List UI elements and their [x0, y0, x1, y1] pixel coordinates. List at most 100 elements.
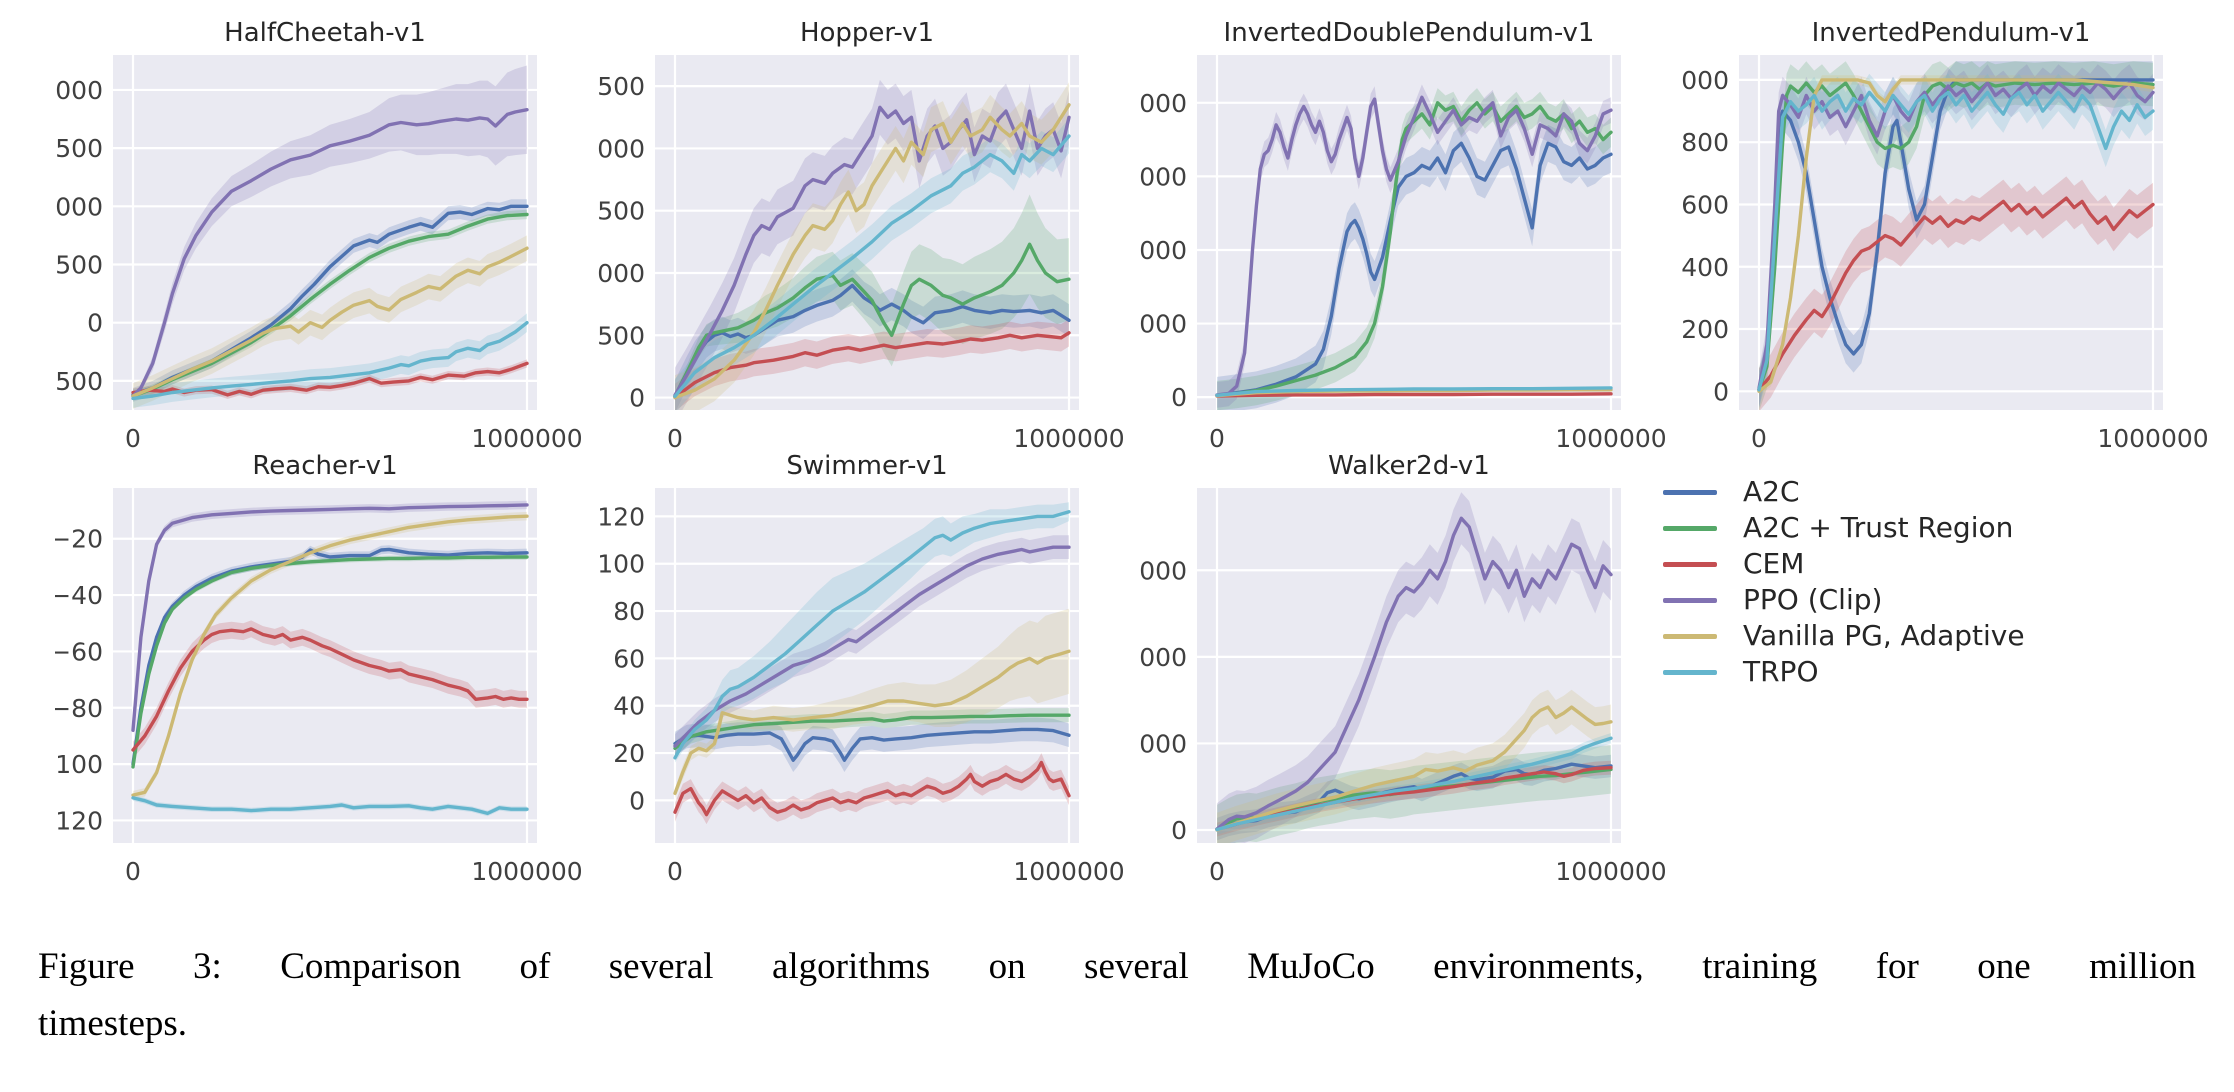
series-line-vanilla-pg-adaptive	[131, 514, 529, 797]
legend-item-a2c: A2C	[1663, 474, 2025, 510]
y-tick-label: 500	[55, 251, 103, 280]
y-tick-label: 80	[613, 597, 645, 626]
legend-item-ppo-clip: PPO (Clip)	[1663, 582, 2025, 618]
y-tick-label: 500	[597, 321, 645, 350]
x-tick-label: 1000000	[1013, 424, 1124, 453]
legend-item-a2c-trust-region: A2C + Trust Region	[1663, 510, 2025, 546]
series-line-trpo	[673, 510, 1071, 760]
series-band-ppo-clip	[675, 79, 1069, 410]
legend: A2C A2C + Trust Region CEM PPO (Clip) Vanill…	[1663, 474, 2025, 690]
series-line-trpo	[1757, 90, 2155, 392]
panel-swimmer-v1: Swimmer-v1 0 20 40 60 80 100 120 0 1000000	[597, 448, 1142, 893]
series-line-cem	[1757, 196, 2155, 392]
panel-title: Hopper-v1	[800, 18, 934, 48]
y-tick-label: 1000	[1681, 66, 1729, 95]
axes-background	[113, 488, 537, 843]
y-tick-label: 6000	[1139, 162, 1187, 191]
series-band-trpo	[1759, 73, 2153, 409]
y-tick-label: 0	[1171, 816, 1187, 845]
series-line-trpo	[131, 796, 529, 816]
y-tick-label: 0	[1713, 377, 1729, 406]
y-tick-label: 0	[629, 384, 645, 413]
y-tick-label: −500	[55, 367, 103, 396]
chart-walker2d-v1: Walker2d-v1 0 1000 2000 3000 0 1000000	[1139, 451, 1667, 886]
series-line-vanilla-pg-adaptive	[673, 649, 1071, 795]
series-line-a2c-trust-region	[1215, 101, 1613, 398]
series-line-a2c	[673, 727, 1071, 762]
y-tick-label: 2000	[597, 134, 645, 163]
series-line-trpo	[673, 134, 1071, 398]
x-tick-label: 1000000	[1555, 857, 1666, 886]
series-band-a2c	[675, 269, 1069, 410]
x-tick-label: 1000000	[1013, 857, 1124, 886]
series-line-a2c-trust-region	[673, 713, 1071, 750]
panel-walker2d-v1: Walker2d-v1 0 1000 2000 3000 0 1000000	[1139, 448, 1684, 893]
caption-line-2: timesteps.	[38, 1003, 188, 1045]
x-tick-label: 0	[125, 424, 141, 453]
caption-line-1: Figure 3: Comparison of several algorith…	[38, 946, 2196, 987]
chart-inverteddoublependulum-v1: InvertedDoublePendulum-v1 0 2000 4000 6000 80…	[1139, 18, 1667, 453]
panel-title: Reacher-v1	[252, 451, 397, 481]
figure-caption: Figure 3: Comparison of several algorith…	[38, 938, 2196, 1053]
series-line-cem	[131, 627, 529, 752]
y-tick-label: 800	[1681, 128, 1729, 157]
y-tick-label: 20	[613, 739, 645, 768]
y-tick-label: 1000	[597, 259, 645, 288]
series-line-ppo-clip	[1215, 95, 1613, 397]
panel-title: HalfCheetah-v1	[224, 18, 426, 48]
legend-item-cem: CEM	[1663, 546, 2025, 582]
x-tick-label: 1000000	[1555, 424, 1666, 453]
x-tick-label: 0	[1751, 424, 1767, 453]
panel-title: Walker2d-v1	[1328, 451, 1490, 481]
y-tick-label: 1000	[1139, 729, 1187, 758]
series-band-a2c	[1217, 124, 1611, 410]
y-tick-label: 0	[87, 309, 103, 338]
y-tick-label: 1000	[55, 192, 103, 221]
legend-swatch-cem	[1663, 561, 1717, 567]
legend-swatch-a2c	[1663, 489, 1717, 495]
series-band-cem	[1759, 176, 2153, 410]
series-line-vanilla-pg-adaptive	[1215, 705, 1613, 832]
series-band-a2c-trust-region	[675, 194, 1069, 400]
series-line-trpo	[131, 321, 529, 401]
series-line-a2c	[131, 547, 529, 766]
series-band-trpo	[133, 313, 527, 408]
y-tick-label: 60	[613, 644, 645, 673]
series-line-cem	[673, 331, 1071, 400]
series-line-ppo-clip	[673, 545, 1071, 748]
series-line-vanilla-pg-adaptive	[1757, 78, 2155, 393]
legend-swatch-a2c-trust-region	[1663, 525, 1717, 531]
series-line-a2c-trust-region	[673, 242, 1071, 398]
legend-item-vanilla-pg-adaptive: Vanilla PG, Adaptive	[1663, 618, 2025, 654]
series-band-ppo-clip	[1217, 84, 1611, 408]
legend-label: PPO (Clip)	[1743, 583, 1883, 616]
panel-title: Swimmer-v1	[786, 451, 947, 481]
panel-title: InvertedDoublePendulum-v1	[1224, 18, 1595, 48]
x-tick-label: 1000000	[471, 857, 582, 886]
chart-swimmer-v1: Swimmer-v1 0 20 40 60 80 100 120 0 1000000	[597, 451, 1124, 886]
y-tick-label: 2500	[597, 72, 645, 101]
legend-swatch-ppo-clip	[1663, 597, 1717, 603]
x-tick-label: 0	[667, 424, 683, 453]
series-line-ppo-clip	[131, 107, 529, 398]
y-tick-label: 200	[1681, 315, 1729, 344]
series-line-a2c	[1215, 141, 1613, 397]
panel-title: InvertedPendulum-v1	[1812, 18, 2091, 48]
x-tick-label: 0	[1209, 424, 1225, 453]
y-tick-label: −100	[55, 750, 103, 779]
panel-invertedpendulum-v1: InvertedPendulum-v1 0 200 400 600 800 1000 0 100…	[1681, 15, 2226, 460]
y-tick-label: −20	[55, 525, 103, 554]
y-tick-label: 40	[613, 692, 645, 721]
series-band-trpo	[675, 502, 1069, 763]
series-band-trpo	[675, 118, 1069, 410]
y-tick-label: 0	[629, 786, 645, 815]
series-line-trpo	[1215, 736, 1613, 832]
series-band-a2c-trust-region	[675, 708, 1069, 756]
series-band-ppo-clip	[675, 535, 1069, 758]
series-line-cem	[673, 760, 1071, 817]
